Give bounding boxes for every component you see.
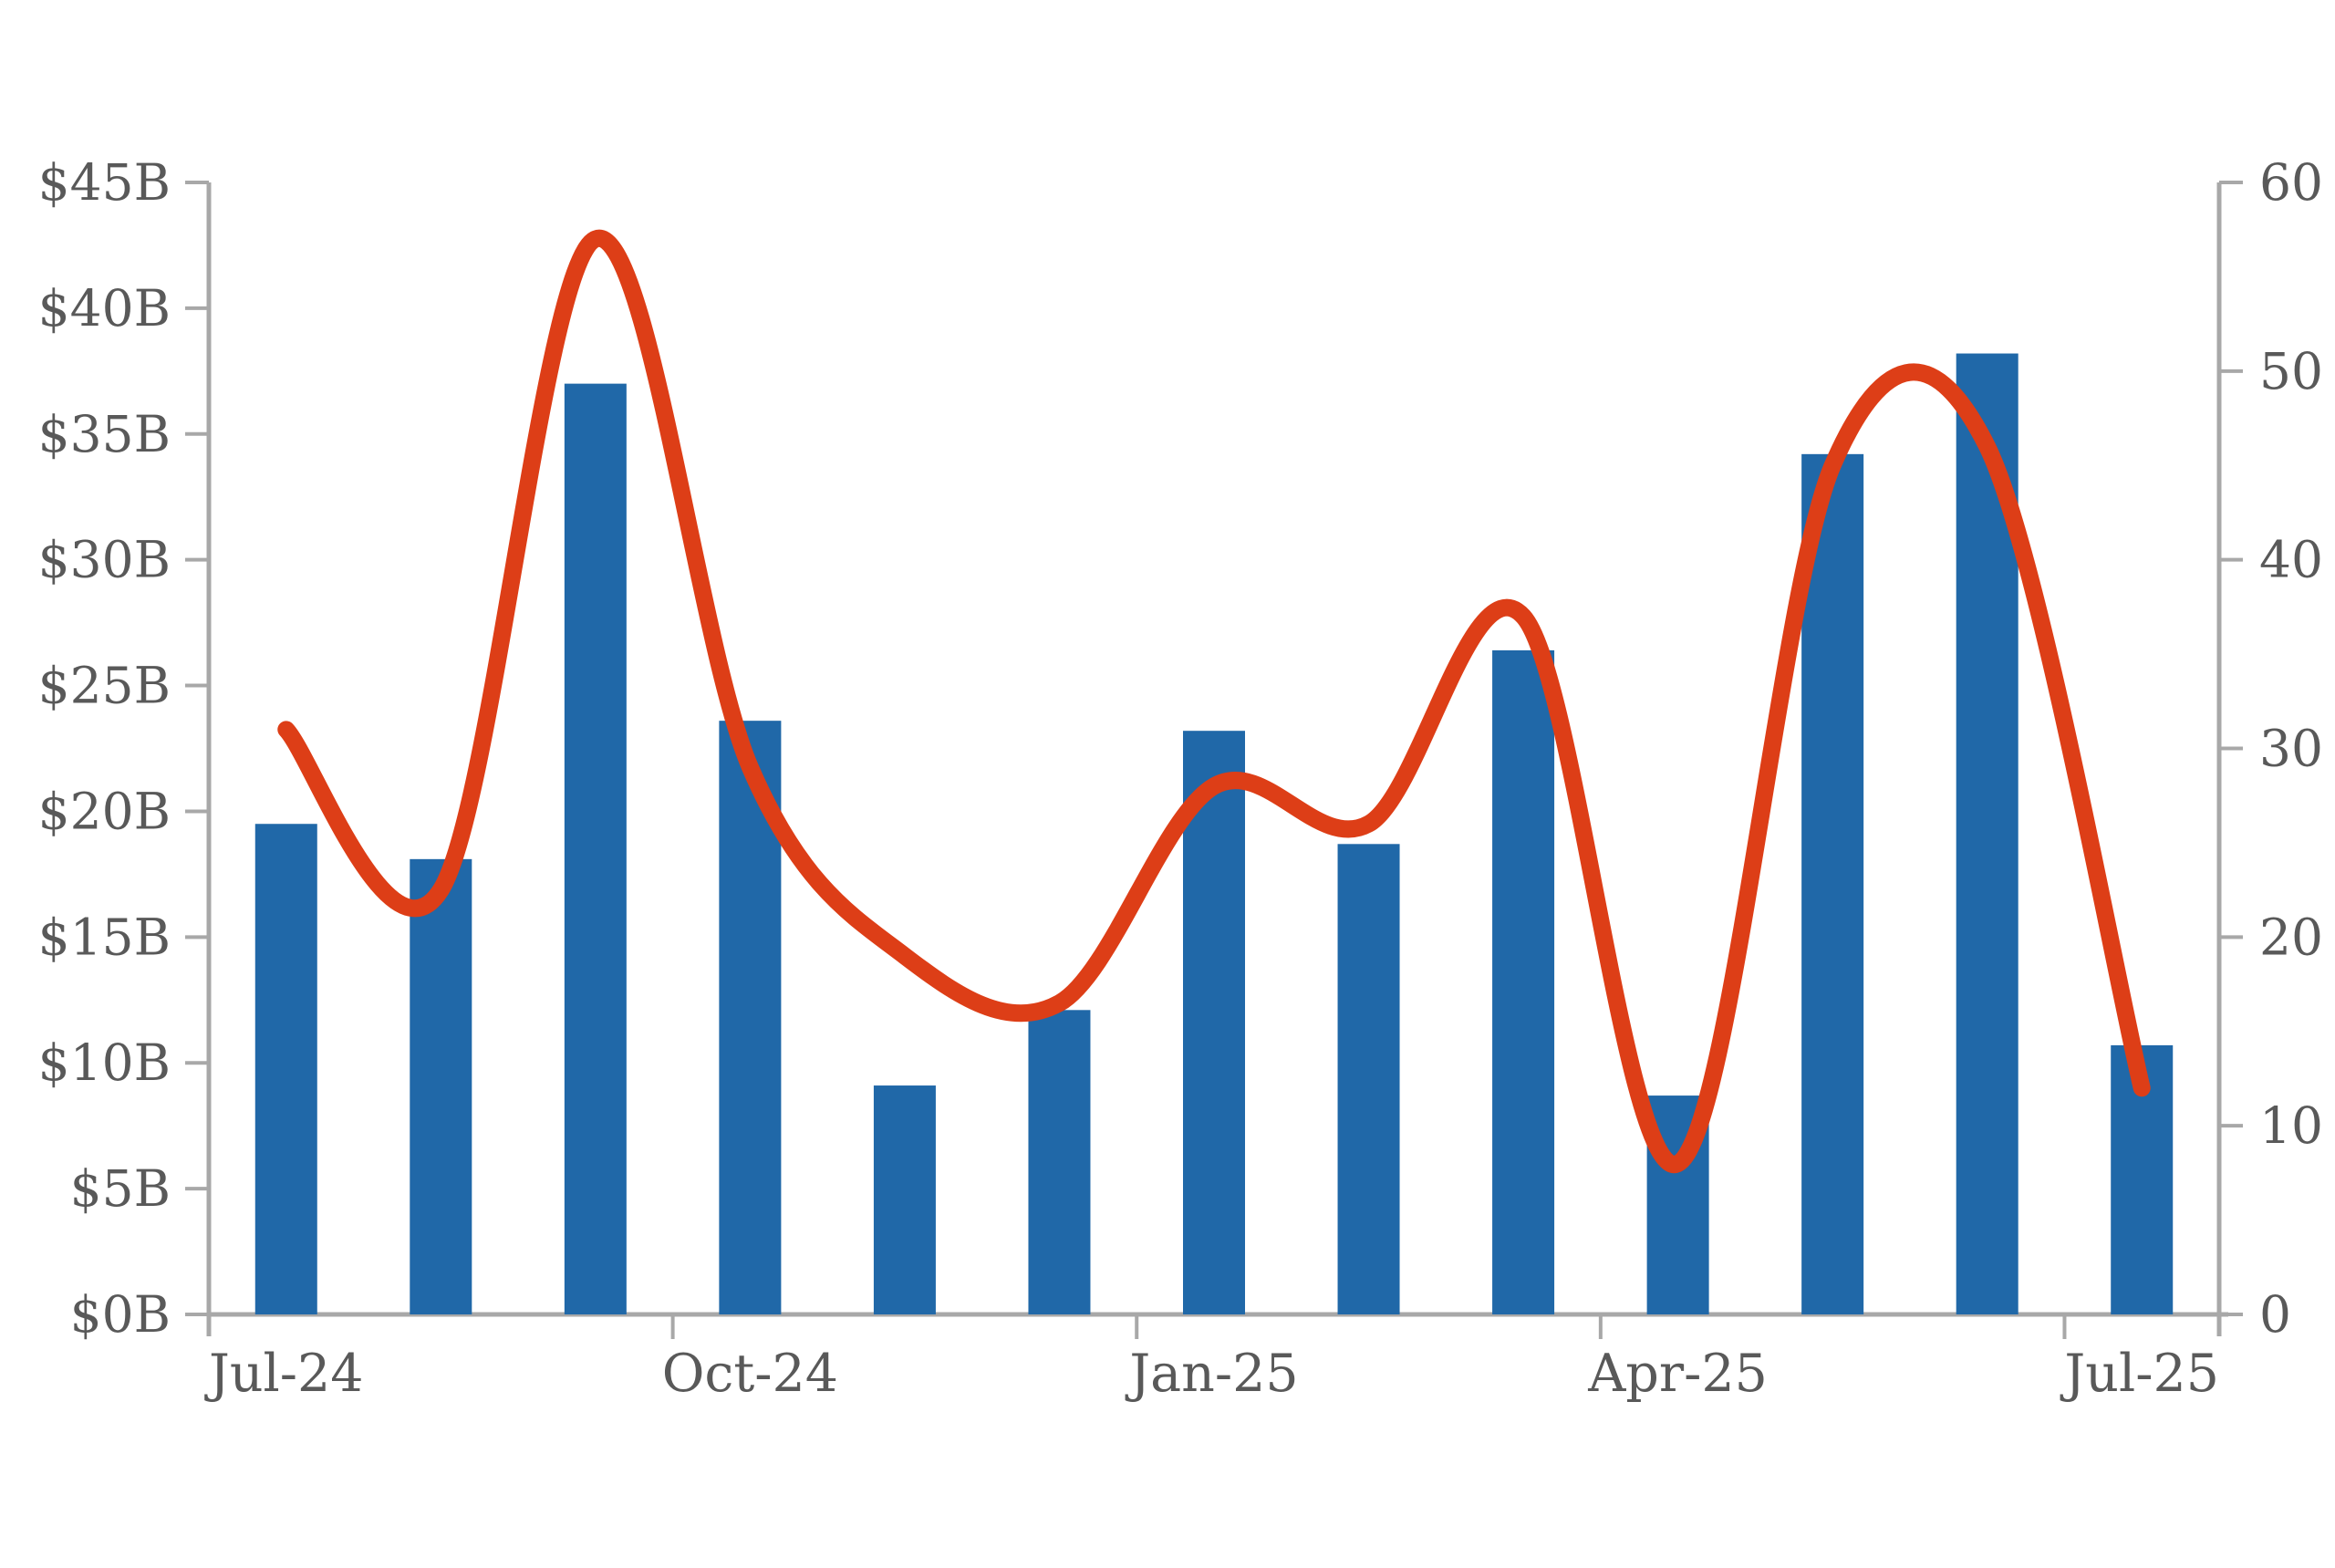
left-axis-label: $25B xyxy=(38,657,171,715)
left-axis-label: $45B xyxy=(38,153,171,212)
left-axis-label: $30B xyxy=(38,531,171,589)
bar-Sep-24 xyxy=(564,383,627,1315)
x-axis-label: Apr-25 xyxy=(1587,1344,1768,1404)
left-axis-label: $35B xyxy=(38,405,171,463)
left-axis-label: $15B xyxy=(38,908,171,966)
bar-May-25 xyxy=(1801,453,1864,1315)
trend-line xyxy=(277,230,2151,1173)
left-axis-label: $10B xyxy=(38,1033,171,1092)
bar-Mar-25 xyxy=(1492,649,1555,1314)
right-axis-label: 30 xyxy=(2259,720,2323,778)
left-axis-label: $40B xyxy=(38,279,171,337)
bar-Feb-25 xyxy=(1337,844,1400,1314)
right-axis-label: 0 xyxy=(2259,1285,2291,1344)
bar-Nov-24 xyxy=(873,1085,936,1314)
x-axis-label: Jul-24 xyxy=(204,1344,364,1404)
right-axis-label: 60 xyxy=(2259,153,2323,212)
left-axis-label: $5B xyxy=(70,1159,171,1218)
left-axis-label: $0B xyxy=(70,1285,171,1344)
right-axis-label: 10 xyxy=(2259,1096,2323,1155)
bar-Aug-24 xyxy=(410,858,472,1314)
bar-Jan-25 xyxy=(1183,731,1245,1314)
x-axis-label: Oct-24 xyxy=(662,1344,838,1404)
right-axis-label: 20 xyxy=(2259,908,2323,966)
x-axis-label: Jul-25 xyxy=(2060,1344,2219,1404)
x-axis-label: Jan-25 xyxy=(1125,1344,1298,1404)
right-axis-label: 50 xyxy=(2259,342,2323,400)
right-axis-label: 40 xyxy=(2259,531,2323,589)
left-axis-label: $20B xyxy=(38,782,171,840)
bar-Jul-24 xyxy=(254,824,317,1314)
bar-Dec-24 xyxy=(1028,1010,1091,1314)
